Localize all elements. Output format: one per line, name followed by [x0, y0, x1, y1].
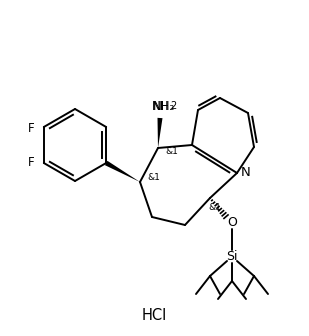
- Polygon shape: [105, 161, 140, 182]
- Text: NH: NH: [152, 99, 170, 113]
- Text: NH₂: NH₂: [153, 99, 175, 113]
- Text: N: N: [241, 167, 251, 179]
- Text: O: O: [227, 216, 237, 229]
- Polygon shape: [158, 118, 163, 148]
- Text: F: F: [28, 123, 34, 135]
- Text: &1: &1: [166, 146, 178, 156]
- Text: HCl: HCl: [142, 308, 167, 324]
- Text: F: F: [28, 157, 34, 169]
- Text: &1: &1: [209, 204, 222, 212]
- Text: 2: 2: [170, 101, 176, 111]
- Text: &1: &1: [148, 172, 160, 181]
- Text: Si: Si: [226, 250, 238, 262]
